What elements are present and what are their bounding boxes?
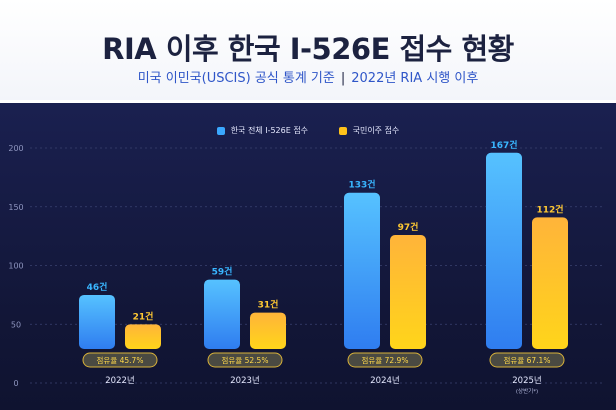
subtitle-source: 미국 이민국(USCIS) 공식 통계 기준	[137, 71, 335, 86]
bar-value-label: 97건	[398, 221, 419, 233]
y-tick-label: 150	[8, 203, 23, 212]
bar-total	[344, 192, 380, 349]
bar-gukmin	[390, 235, 426, 349]
y-tick-label: 0	[13, 379, 18, 388]
subtitle-period: 2022년 RIA 시행 이후	[351, 71, 479, 86]
x-tick-note: (상반기*)	[516, 387, 538, 395]
chart-legend: 한국 전체 I-526E 접수 국민이주 접수	[0, 125, 616, 137]
legend-swatch-total	[216, 126, 225, 135]
share-label: 점유율 52.5%	[222, 355, 269, 365]
legend-swatch-gukmin	[338, 126, 347, 135]
bar-gukmin	[250, 312, 286, 349]
share-pill	[82, 352, 158, 368]
x-tick-label: 2024년	[370, 375, 399, 386]
share-label: 점유율 45.7%	[97, 355, 144, 365]
x-tick-label: 2022년	[105, 375, 134, 386]
bar-total	[486, 152, 522, 349]
chart-panel: 한국 전체 I-526E 접수 국민이주 접수 0 50 100 150 200 46건 2…	[0, 103, 616, 410]
x-tick-label: 2025년	[512, 375, 541, 386]
bar-total	[204, 279, 240, 349]
bar-gukmin	[125, 324, 161, 349]
x-tick-label: 2023년	[230, 375, 259, 386]
bar-value-label: 21건	[133, 310, 154, 322]
share-pill	[489, 352, 565, 368]
bar-value-label: 133건	[348, 179, 375, 191]
header: RIA 이후 한국 I-526E 접수 현황 미국 이민국(USCIS) 공식 …	[0, 0, 616, 100]
share-label: 점유율 72.9%	[362, 355, 409, 365]
share-pill	[347, 352, 423, 368]
legend-item-gukmin: 국민이주 접수	[338, 125, 400, 136]
y-tick-label: 100	[8, 262, 23, 271]
legend-item-total: 한국 전체 I-526E 접수	[216, 125, 309, 136]
subtitle-separator: |	[340, 71, 346, 86]
legend-label-total: 한국 전체 I-526E 접수	[230, 126, 309, 135]
subtitle: 미국 이민국(USCIS) 공식 통계 기준 | 2022년 RIA 시행 이후	[0, 67, 616, 86]
y-tick-label: 50	[11, 320, 21, 329]
bar-value-label: 31건	[258, 299, 279, 311]
page-title: RIA 이후 한국 I-526E 접수 현황	[102, 32, 514, 66]
legend-label-gukmin: 국민이주 접수	[352, 126, 400, 135]
bar-value-label: 167건	[490, 139, 517, 151]
share-pill	[207, 352, 283, 368]
bar-value-label: 59건	[212, 266, 233, 278]
share-label: 점유율 67.1%	[504, 355, 551, 365]
bar-total	[79, 294, 115, 349]
y-tick-label: 200	[8, 144, 23, 153]
bar-value-label: 112건	[536, 203, 563, 215]
bar-value-label: 46건	[87, 281, 108, 293]
bar-gukmin	[532, 217, 568, 349]
